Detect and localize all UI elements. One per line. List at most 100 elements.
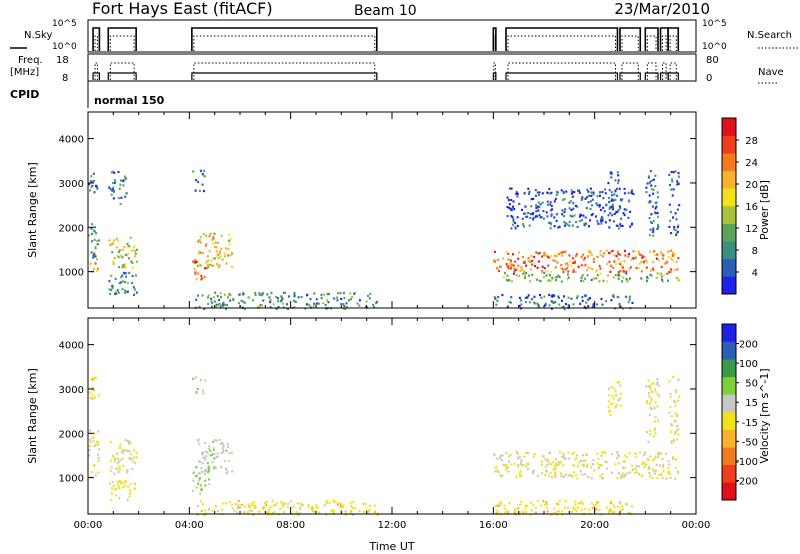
echo-cell xyxy=(650,274,653,277)
echo-cell xyxy=(663,273,666,276)
nsky-label: N.Sky xyxy=(24,30,52,41)
echo-cell xyxy=(349,511,352,514)
echo-cell xyxy=(553,294,556,297)
echo-cell xyxy=(655,201,658,204)
echo-cell xyxy=(595,508,598,511)
echo-cell xyxy=(617,258,620,261)
echo-cell xyxy=(118,266,121,269)
echo-cell xyxy=(207,296,209,299)
echo-cell xyxy=(118,249,121,252)
echo-cell xyxy=(587,305,590,308)
echo-cell xyxy=(561,254,563,257)
echo-cell xyxy=(269,301,271,304)
colorbar-swatch xyxy=(722,223,736,242)
nsky-trace xyxy=(92,27,101,51)
echo-cell xyxy=(510,296,513,299)
echo-cell xyxy=(213,466,216,469)
echo-cell xyxy=(325,499,328,503)
echo-cell xyxy=(311,506,314,509)
echo-cell xyxy=(653,178,655,181)
echo-cell xyxy=(234,503,237,506)
echo-cell xyxy=(587,255,589,258)
echo-cell xyxy=(637,252,640,255)
echo-cell xyxy=(534,511,537,514)
echo-cell xyxy=(563,221,566,224)
echo-cell xyxy=(214,245,216,249)
echo-cell xyxy=(91,386,94,389)
echo-cell xyxy=(518,511,521,514)
echo-cell xyxy=(194,259,197,262)
echo-cell xyxy=(124,438,127,441)
echo-cell xyxy=(568,224,571,227)
echo-cell xyxy=(628,296,631,299)
echo-cell xyxy=(205,234,208,237)
echo-cell xyxy=(251,504,254,507)
echo-cell xyxy=(509,301,512,304)
echo-cell xyxy=(584,459,587,462)
echo-cell xyxy=(233,509,236,512)
echo-cell xyxy=(580,508,583,511)
echo-cell xyxy=(616,295,619,299)
echo-cell xyxy=(669,406,672,409)
echo-cell xyxy=(674,389,677,392)
echo-cell xyxy=(616,451,619,454)
echo-cell xyxy=(362,502,365,505)
echo-cell xyxy=(119,443,122,446)
echo-cell xyxy=(119,183,122,186)
echo-cell xyxy=(365,300,368,303)
echo-cell xyxy=(617,181,619,185)
echo-cell xyxy=(581,274,584,277)
echo-cell xyxy=(541,192,544,195)
echo-cell xyxy=(568,474,570,477)
echo-cell xyxy=(585,465,588,468)
echo-cell xyxy=(230,265,233,268)
echo-cell xyxy=(641,254,644,257)
echo-cell xyxy=(530,501,533,504)
echo-cell xyxy=(236,507,239,510)
echo-cell xyxy=(192,377,195,380)
echo-cell xyxy=(134,252,137,255)
echo-cell xyxy=(549,227,552,230)
echo-cell xyxy=(656,477,659,480)
echo-cell xyxy=(313,292,316,295)
freq-trace xyxy=(107,72,137,80)
echo-cell xyxy=(619,223,622,226)
echo-cell xyxy=(501,293,504,297)
echo-cell xyxy=(97,453,100,456)
echo-cell xyxy=(493,454,496,457)
echo-cell xyxy=(652,227,655,230)
echo-cell xyxy=(524,301,527,304)
nsky-tick-high: 10^5 xyxy=(52,19,77,29)
nsearch-trace xyxy=(662,35,667,51)
echo-cell xyxy=(328,501,331,504)
echo-cell xyxy=(510,227,513,230)
echo-cell xyxy=(560,280,563,283)
echo-cell xyxy=(511,216,514,219)
echo-cell xyxy=(211,453,214,456)
echo-cell xyxy=(504,272,506,275)
echo-cell xyxy=(556,510,559,513)
echo-cell xyxy=(200,170,202,173)
echo-cell xyxy=(544,465,547,468)
echo-cell xyxy=(560,251,563,254)
echo-cell xyxy=(643,453,646,457)
echo-cell xyxy=(650,407,653,411)
echo-cell xyxy=(135,291,138,294)
echo-cell xyxy=(268,508,270,511)
echo-cell xyxy=(649,200,652,204)
echo-cell xyxy=(516,452,519,455)
echo-cell xyxy=(272,504,275,507)
echo-cell xyxy=(649,429,651,432)
echo-cell xyxy=(226,304,228,307)
echo-cell xyxy=(615,262,618,265)
echo-cell xyxy=(582,280,585,283)
echo-cell xyxy=(90,180,93,183)
echo-cell xyxy=(306,293,309,296)
echo-cell xyxy=(93,238,96,241)
colorbar-swatch xyxy=(722,188,736,207)
echo-cell xyxy=(619,225,622,228)
echo-cell xyxy=(627,301,630,304)
echo-cell xyxy=(593,260,595,263)
echo-cell xyxy=(531,213,534,216)
echo-cell xyxy=(222,502,225,505)
